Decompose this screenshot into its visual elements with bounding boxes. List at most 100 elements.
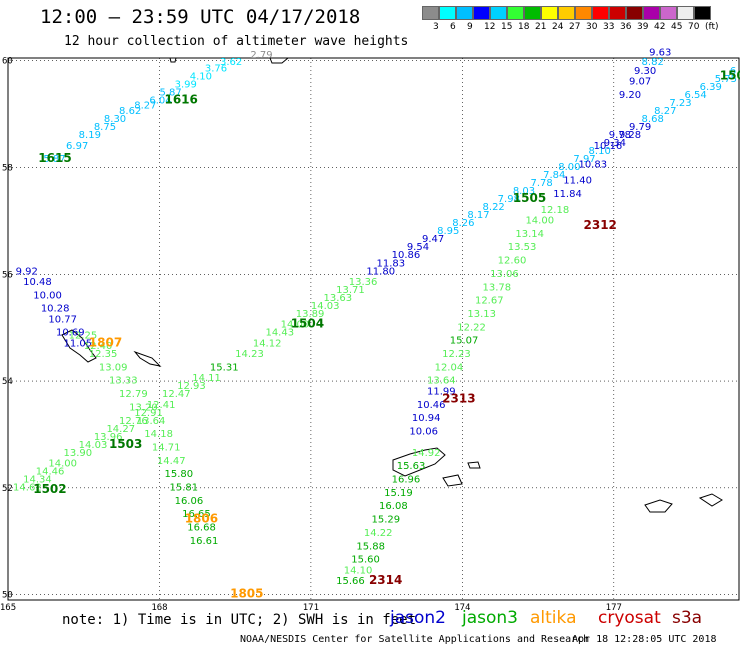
wave-height-value: 12.91 bbox=[134, 408, 163, 419]
legend-swatch bbox=[524, 6, 541, 20]
wave-height-value: 15.63 bbox=[397, 461, 426, 472]
wave-height-value: 14.62 bbox=[13, 483, 42, 494]
wave-height-value: 10.77 bbox=[48, 314, 77, 325]
legend-label: 6 bbox=[450, 22, 456, 32]
wave-height-value: 10.06 bbox=[409, 426, 438, 437]
wave-height-value: 14.11 bbox=[192, 373, 221, 384]
wave-height-value: 14.18 bbox=[144, 429, 173, 440]
wave-height-value: 5.87 bbox=[159, 87, 181, 98]
lat-tick-label: 60 bbox=[2, 57, 13, 67]
lon-tick-label: 177 bbox=[606, 603, 622, 613]
track-id-label: 2312 bbox=[584, 218, 617, 232]
wave-height-value: 13.20 bbox=[129, 402, 158, 413]
legend-label: 70 bbox=[688, 22, 700, 32]
legend-swatch bbox=[677, 6, 694, 20]
satellite-s3a: s3a bbox=[672, 608, 703, 628]
wave-height-value: 16.08 bbox=[379, 501, 408, 512]
wave-height-value: 9.07 bbox=[629, 77, 651, 88]
wave-height-value: 13.64 bbox=[137, 416, 166, 427]
footer-note: note: 1) Time is in UTC; 2) SWH is in fe… bbox=[62, 612, 417, 628]
lon-tick-label: 171 bbox=[303, 603, 319, 613]
wave-height-value: 12.23 bbox=[442, 349, 471, 360]
wave-height-value: 12.79 bbox=[119, 389, 148, 400]
wave-height-value: 15.29 bbox=[371, 515, 400, 526]
wave-height-value: 6.97 bbox=[66, 141, 88, 152]
wave-height-value: 9.47 bbox=[422, 234, 444, 245]
legend-swatch bbox=[456, 6, 473, 20]
wave-height-value: 9.92 bbox=[16, 266, 38, 277]
wave-height-value: 10.86 bbox=[392, 250, 421, 261]
legend-swatch bbox=[473, 6, 490, 20]
wave-height-value: 11.99 bbox=[427, 386, 456, 397]
wave-height-value: 14.00 bbox=[48, 459, 77, 470]
legend-label: 45 bbox=[671, 22, 683, 32]
wave-height-value: 8.22 bbox=[483, 202, 505, 213]
page-title: 12:00 – 23:59 UTC 04/17/2018 bbox=[40, 6, 361, 28]
wave-height-value: 13.71 bbox=[336, 285, 365, 296]
wave-height-value: 8.26 bbox=[452, 218, 474, 229]
wave-height-value: 10.83 bbox=[578, 159, 607, 170]
wave-height-value: 8.68 bbox=[642, 114, 664, 125]
wave-height-value: 13.64 bbox=[427, 376, 456, 387]
wave-height-value: 11.83 bbox=[377, 258, 406, 269]
satellite-jason2: jason2 bbox=[390, 608, 446, 628]
legend-label: 12 bbox=[484, 22, 496, 32]
legend-swatch bbox=[541, 6, 558, 20]
wave-height-value: 14.10 bbox=[344, 565, 373, 576]
track-id-label: 1505 bbox=[513, 191, 546, 205]
island-outline bbox=[392, 447, 446, 477]
wave-height-value: 7.78 bbox=[530, 178, 552, 189]
wave-height-value: 16.06 bbox=[175, 496, 204, 507]
map-frame bbox=[7, 57, 740, 601]
wave-height-value: 13.36 bbox=[349, 277, 378, 288]
wave-height-value: 9.78 bbox=[609, 130, 631, 141]
wave-height-value: 11.80 bbox=[366, 266, 395, 277]
wave-height-value: 8.27 bbox=[654, 106, 676, 117]
lon-tick-label: 165 bbox=[0, 603, 16, 613]
wave-height-value: 12.67 bbox=[475, 296, 504, 307]
wave-height-value: 14.27 bbox=[106, 424, 135, 435]
lat-tick-label: 52 bbox=[2, 484, 13, 494]
wave-height-value: 12.60 bbox=[498, 256, 527, 267]
wave-height-value: 13.63 bbox=[324, 293, 353, 304]
wave-height-value: 6.04 bbox=[149, 95, 171, 106]
wave-height-value: 8.75 bbox=[94, 122, 116, 133]
wave-height-value: 7.98 bbox=[498, 194, 520, 205]
wave-height-value: 3.62 bbox=[220, 57, 242, 68]
lat-tick-label: 50 bbox=[2, 591, 13, 601]
legend-swatch bbox=[626, 6, 643, 20]
wave-height-value: 6.39 bbox=[700, 82, 722, 93]
wave-height-value: 14.03 bbox=[311, 301, 340, 312]
wave-height-value: 9.30 bbox=[634, 66, 656, 77]
wave-height-value: 16.96 bbox=[392, 475, 421, 486]
wave-height-value: 14.00 bbox=[281, 320, 310, 331]
legend-label: 24 bbox=[552, 22, 564, 32]
wave-height-value: 9.54 bbox=[407, 242, 429, 253]
wave-height-value: 12.47 bbox=[162, 389, 191, 400]
wave-height-value: 14.71 bbox=[152, 442, 181, 453]
wave-height-value: 7.97 bbox=[573, 154, 595, 165]
track-id-label: 1504 bbox=[291, 317, 324, 331]
wave-height-value: 15.60 bbox=[351, 555, 380, 566]
wave-height-value: 12.40 bbox=[84, 341, 113, 352]
legend-label: 27 bbox=[569, 22, 581, 32]
wave-height-value: 13.53 bbox=[508, 242, 537, 253]
legend-swatch bbox=[575, 6, 592, 20]
legend-label: 30 bbox=[586, 22, 598, 32]
wave-height-value: 13.89 bbox=[296, 309, 325, 320]
lat-tick-label: 54 bbox=[2, 377, 13, 387]
wave-height-value: 8.95 bbox=[437, 226, 459, 237]
wave-height-value: 14.46 bbox=[36, 467, 65, 478]
island-outline bbox=[269, 57, 290, 64]
wave-height-value: 14.43 bbox=[265, 328, 294, 339]
island-outline bbox=[61, 329, 97, 363]
wave-height-value: 8.19 bbox=[79, 130, 101, 141]
legend-swatch bbox=[507, 6, 524, 20]
satellite-jason3: jason3 bbox=[462, 608, 518, 628]
wave-height-value: 13.06 bbox=[490, 269, 519, 280]
wave-height-value: 8.62 bbox=[119, 106, 141, 117]
legend-label: 9 bbox=[467, 22, 473, 32]
lon-tick-label: 168 bbox=[151, 603, 167, 613]
wave-height-value: 8.03 bbox=[513, 186, 535, 197]
